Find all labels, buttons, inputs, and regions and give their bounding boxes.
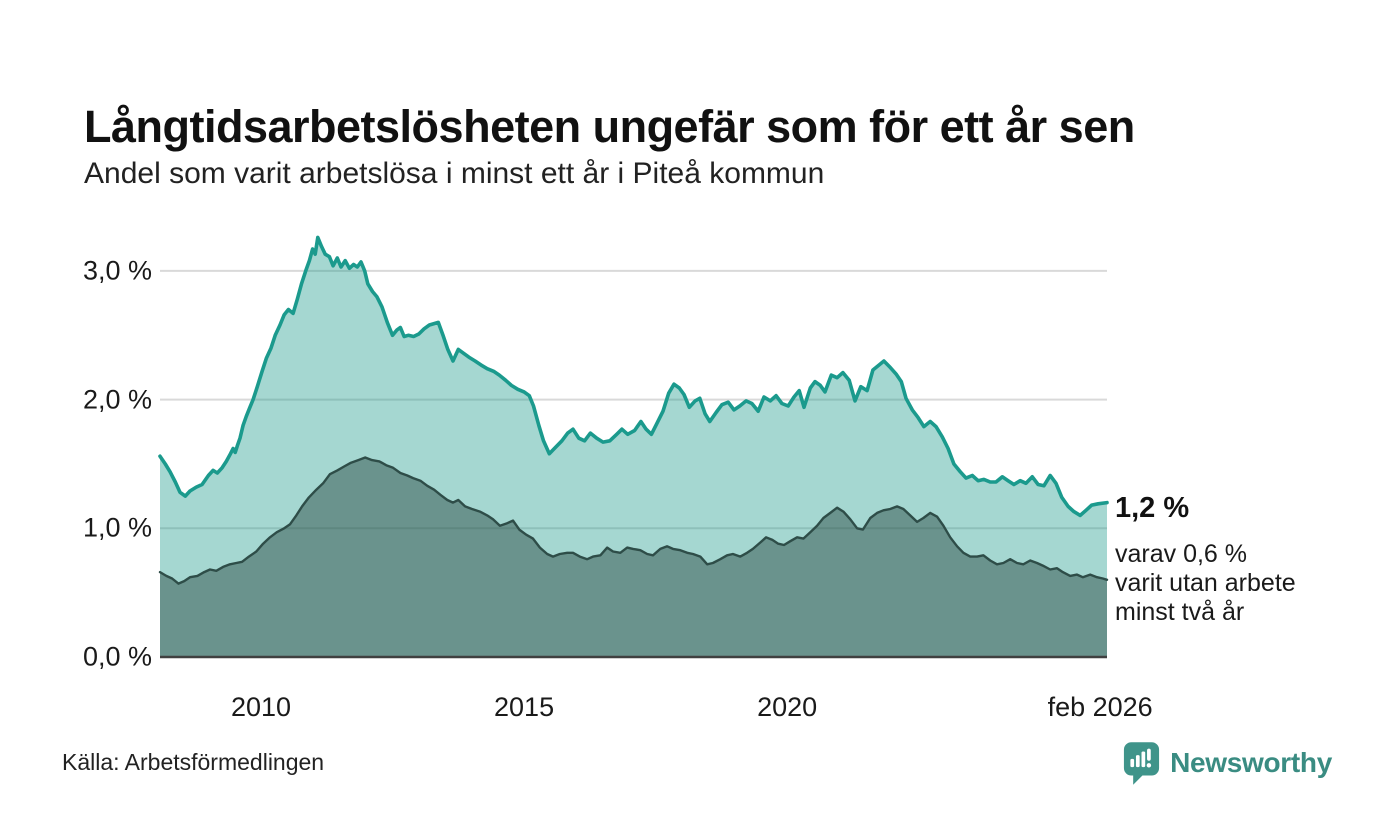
y-axis-tick-label: 3,0 %	[82, 255, 152, 286]
area-fill-min-tva-ar	[160, 457, 1107, 657]
end-sub-label: varav 0,6 % varit utan arbete minst två …	[1115, 540, 1296, 627]
x-axis-tick-label: 2020	[757, 692, 818, 722]
end-sub-line: minst två år	[1115, 598, 1245, 626]
end-sub-line: varav 0,6 %	[1115, 540, 1248, 568]
x-axis-tick-label: 2015	[494, 692, 555, 722]
page-subtitle: Andel som varit arbetslösa i minst ett å…	[84, 157, 825, 190]
y-axis-tick-label: 1,0 %	[82, 512, 152, 543]
end-value-label: 1,2 %	[1115, 492, 1190, 524]
source-note: Källa: Arbetsförmedlingen	[62, 749, 325, 775]
line-min-tva-ar	[158, 456, 1109, 585]
x-axis-tick-label: feb 2026	[1047, 692, 1153, 722]
y-axis-tick-label: 2,0 %	[82, 384, 152, 415]
newsworthy-logo-icon	[1123, 741, 1160, 785]
end-sub-line: varit utan arbete	[1115, 569, 1296, 597]
area-fill-min-ett-ar	[160, 237, 1107, 657]
newsworthy-wordmark: Newsworthy	[1170, 747, 1332, 778]
newsworthy-brand: Newsworthy	[1123, 740, 1332, 786]
line-min-ett-ar	[158, 235, 1109, 518]
page-title: Långtidsarbetslösheten ungefär som för e…	[84, 101, 1135, 153]
y-axis-tick-label: 0,0 %	[82, 641, 152, 672]
x-axis-tick-label: 2010	[230, 692, 292, 722]
